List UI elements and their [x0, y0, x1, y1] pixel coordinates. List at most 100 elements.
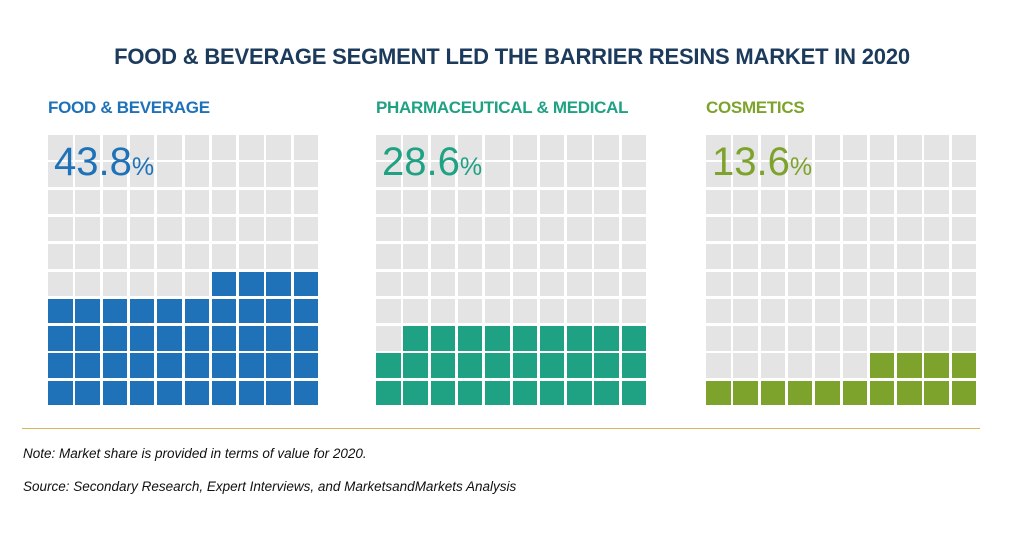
waffle-cell-empty: [485, 298, 510, 324]
waffle-cell-empty: [842, 189, 867, 215]
waffle-cell-empty: [102, 135, 128, 160]
waffle-cell-empty: [539, 216, 565, 242]
waffle-cell-filled: [457, 380, 483, 406]
waffle-cell-filled: [211, 380, 237, 406]
waffle-cell-empty: [293, 244, 319, 269]
segment-value-number: 13.6: [712, 140, 790, 184]
waffle-cell-filled: [594, 380, 619, 406]
waffle-cell-empty: [869, 326, 895, 351]
waffle-cell-empty: [567, 162, 592, 187]
waffle-cell-empty: [457, 298, 483, 324]
waffle-cell-empty: [869, 298, 895, 324]
waffle-cell-filled: [512, 326, 537, 351]
waffle-cell-empty: [951, 244, 977, 269]
waffle-cell-filled: [129, 326, 155, 351]
waffle-cell-empty: [457, 189, 483, 215]
segment-label: PHARMACEUTICAL & MEDICAL: [376, 98, 629, 117]
waffle-cell-empty: [897, 216, 922, 242]
waffle-cell-empty: [211, 135, 237, 160]
waffle-cell-empty: [897, 244, 922, 269]
waffle-cell-empty: [760, 189, 786, 215]
waffle-cell-filled: [512, 353, 537, 378]
waffle-cell-empty: [733, 162, 758, 187]
waffle-cell-filled: [869, 380, 895, 406]
waffle-cell-filled: [539, 326, 565, 351]
waffle-cell-empty: [842, 244, 867, 269]
waffle-cell-filled: [157, 298, 182, 324]
waffle-cell-empty: [842, 326, 867, 351]
waffle-cell-filled: [184, 380, 209, 406]
waffle-cell-filled: [293, 271, 319, 296]
waffle-cell-filled: [485, 353, 510, 378]
waffle-cell-empty: [760, 135, 786, 160]
waffle-cell-filled: [129, 380, 155, 406]
waffle-cell-empty: [485, 271, 510, 296]
waffle-cell-filled: [102, 380, 128, 406]
waffle-cell-empty: [430, 244, 456, 269]
waffle-cell-filled: [239, 353, 264, 378]
waffle-cell-filled: [430, 380, 456, 406]
waffle-cell-empty: [403, 244, 428, 269]
waffle-cell-empty: [815, 162, 840, 187]
waffle-cell-empty: [924, 271, 949, 296]
waffle-cell-empty: [129, 135, 155, 160]
waffle-cell-empty: [430, 162, 456, 187]
waffle-cell-empty: [567, 244, 592, 269]
waffle-cell-filled: [485, 326, 510, 351]
waffle-cell-empty: [706, 135, 731, 160]
waffle-cell-empty: [951, 271, 977, 296]
waffle-cell-filled: [102, 353, 128, 378]
waffle-cell-filled: [239, 326, 264, 351]
waffle-cell-empty: [403, 216, 428, 242]
waffle-cell-filled: [897, 380, 922, 406]
waffle-cell-empty: [512, 135, 537, 160]
waffle-cell-empty: [621, 216, 647, 242]
waffle-cell-empty: [815, 271, 840, 296]
segment-value-unit: %: [789, 153, 813, 181]
waffle-cell-empty: [457, 135, 483, 160]
waffle-cell-filled: [403, 353, 428, 378]
waffle-cell-empty: [869, 216, 895, 242]
waffle-cell-filled: [403, 380, 428, 406]
waffle-cell-empty: [376, 271, 401, 296]
waffle-cell-filled: [594, 326, 619, 351]
waffle-cell-empty: [129, 162, 155, 187]
waffle-cell-empty: [760, 298, 786, 324]
waffle-cell-empty: [376, 244, 401, 269]
waffle-cell-empty: [621, 244, 647, 269]
waffle-cell-filled: [567, 380, 592, 406]
waffle-cell-filled: [430, 353, 456, 378]
waffle-cell-empty: [75, 162, 100, 187]
waffle-cell-empty: [102, 216, 128, 242]
waffle-cell-empty: [485, 189, 510, 215]
waffle-cell-empty: [924, 298, 949, 324]
waffle-cell-empty: [733, 135, 758, 160]
waffle-cell-empty: [184, 271, 209, 296]
waffle-cell-empty: [403, 271, 428, 296]
waffle-cell-empty: [733, 326, 758, 351]
waffle-cell-empty: [594, 216, 619, 242]
waffle-cell-empty: [760, 216, 786, 242]
waffle-cell-empty: [157, 189, 182, 215]
waffle-cell-filled: [266, 353, 291, 378]
waffle-cell-filled: [430, 326, 456, 351]
waffle-cell-empty: [184, 244, 209, 269]
waffle-cell-empty: [842, 216, 867, 242]
waffle-cell-empty: [787, 162, 813, 187]
waffle-cell-empty: [266, 135, 291, 160]
waffle-cell-empty: [869, 271, 895, 296]
waffle-cell-empty: [102, 271, 128, 296]
waffle-cell-empty: [760, 326, 786, 351]
waffle-cell-empty: [621, 189, 647, 215]
waffle-cell-empty: [48, 135, 73, 160]
waffle-cell-empty: [403, 162, 428, 187]
waffle-cell-empty: [706, 271, 731, 296]
waffle-cell-empty: [897, 271, 922, 296]
waffle-cell-empty: [512, 298, 537, 324]
waffle-cell-empty: [293, 135, 319, 160]
waffle-cell-filled: [815, 380, 840, 406]
waffle-cell-empty: [951, 162, 977, 187]
waffle-cell-empty: [129, 244, 155, 269]
waffle-cell-empty: [102, 189, 128, 215]
waffle-cell-empty: [157, 244, 182, 269]
